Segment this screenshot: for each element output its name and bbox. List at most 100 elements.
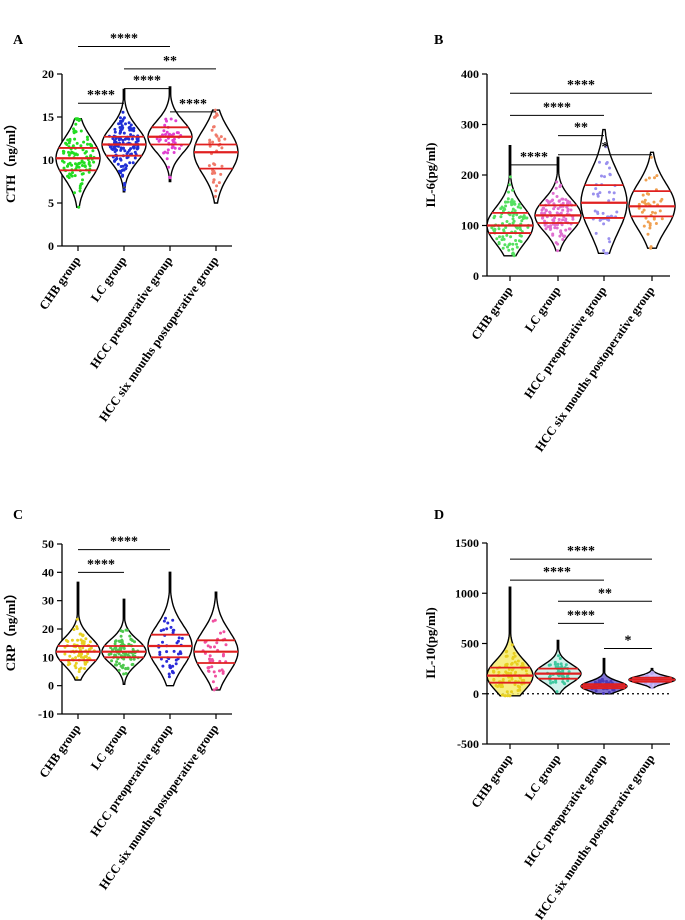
data-point (543, 219, 547, 223)
data-point (162, 619, 166, 623)
significance-label: ** (598, 586, 612, 601)
data-point (504, 654, 508, 658)
data-point (658, 209, 662, 213)
data-point (155, 137, 159, 141)
data-point (499, 215, 503, 219)
violin-1 (534, 156, 582, 253)
data-point (114, 137, 118, 140)
data-point (123, 188, 126, 192)
y-axis-label: IL-6(pg/ml) (423, 143, 438, 208)
data-point (171, 631, 175, 635)
data-point (215, 686, 219, 690)
data-point (210, 172, 214, 175)
data-point (499, 207, 503, 211)
data-point (131, 137, 134, 141)
data-point (63, 652, 67, 656)
category-label: HCC preoperative group (87, 722, 175, 839)
category-label: HCC preoperative group (521, 284, 609, 401)
data-point (608, 240, 612, 244)
data-point (654, 683, 657, 687)
data-point (159, 629, 163, 633)
data-point (508, 183, 512, 187)
violin-body (534, 156, 582, 252)
data-point (521, 662, 525, 666)
category-label: HCC preoperative group (87, 254, 175, 371)
data-point (124, 166, 128, 170)
data-point (85, 660, 89, 664)
significance-label: * (602, 140, 609, 155)
data-point (74, 130, 78, 134)
data-point (76, 638, 80, 642)
data-point (598, 160, 601, 164)
data-point (516, 205, 520, 209)
category-label: LC group (522, 752, 563, 803)
data-point (116, 162, 120, 166)
data-point (556, 662, 560, 666)
data-point (594, 187, 598, 191)
data-point (163, 123, 167, 127)
y-tick-label: -10 (38, 707, 54, 721)
data-point (210, 665, 214, 669)
data-point (504, 200, 507, 204)
violin-0 (486, 586, 534, 698)
data-point (73, 174, 77, 178)
data-point (598, 191, 602, 195)
data-point (118, 157, 122, 161)
violin-body (101, 598, 147, 685)
data-point (66, 164, 70, 168)
data-point (175, 131, 179, 135)
data-point (161, 133, 164, 137)
data-point (591, 192, 595, 196)
data-point (65, 143, 69, 146)
data-point (498, 235, 501, 239)
data-point (79, 144, 83, 148)
significance-label: **** (87, 557, 115, 572)
data-point (510, 677, 514, 681)
data-point (511, 221, 515, 225)
data-point (213, 645, 216, 649)
significance-label: **** (110, 31, 138, 46)
data-point (549, 224, 553, 228)
data-point (213, 171, 217, 175)
y-axis-label: CRP（ng/ml） (3, 587, 18, 672)
violin-3 (193, 591, 239, 692)
significance-label: ** (574, 121, 588, 136)
data-point (113, 642, 117, 646)
data-point (221, 671, 225, 675)
data-point (502, 237, 506, 241)
data-point (177, 652, 180, 656)
data-point (215, 184, 219, 188)
data-point (121, 174, 124, 178)
data-point (493, 214, 497, 218)
data-point (84, 637, 88, 641)
data-point (174, 119, 178, 123)
data-point (594, 689, 598, 693)
data-point (214, 194, 217, 198)
data-point (602, 692, 605, 695)
data-point (647, 176, 651, 180)
y-tick-label: 5 (48, 196, 54, 210)
data-point (82, 640, 86, 644)
data-point (509, 671, 513, 675)
data-point (640, 210, 644, 214)
data-point (117, 652, 121, 656)
data-point (168, 132, 171, 136)
data-point (214, 189, 218, 193)
data-point (554, 186, 558, 190)
data-point (553, 660, 557, 664)
data-point (173, 146, 177, 150)
data-point (605, 679, 608, 683)
data-point (551, 218, 555, 222)
data-point (519, 206, 523, 210)
data-point (511, 207, 515, 211)
panel-letter: B (434, 33, 443, 48)
panel-letter: C (13, 508, 23, 523)
data-point (522, 216, 525, 220)
data-point (509, 235, 513, 239)
data-point (78, 118, 82, 122)
data-point (507, 248, 511, 252)
data-point (131, 145, 135, 149)
data-point (117, 668, 121, 672)
data-point (567, 670, 571, 674)
data-point (652, 217, 656, 221)
